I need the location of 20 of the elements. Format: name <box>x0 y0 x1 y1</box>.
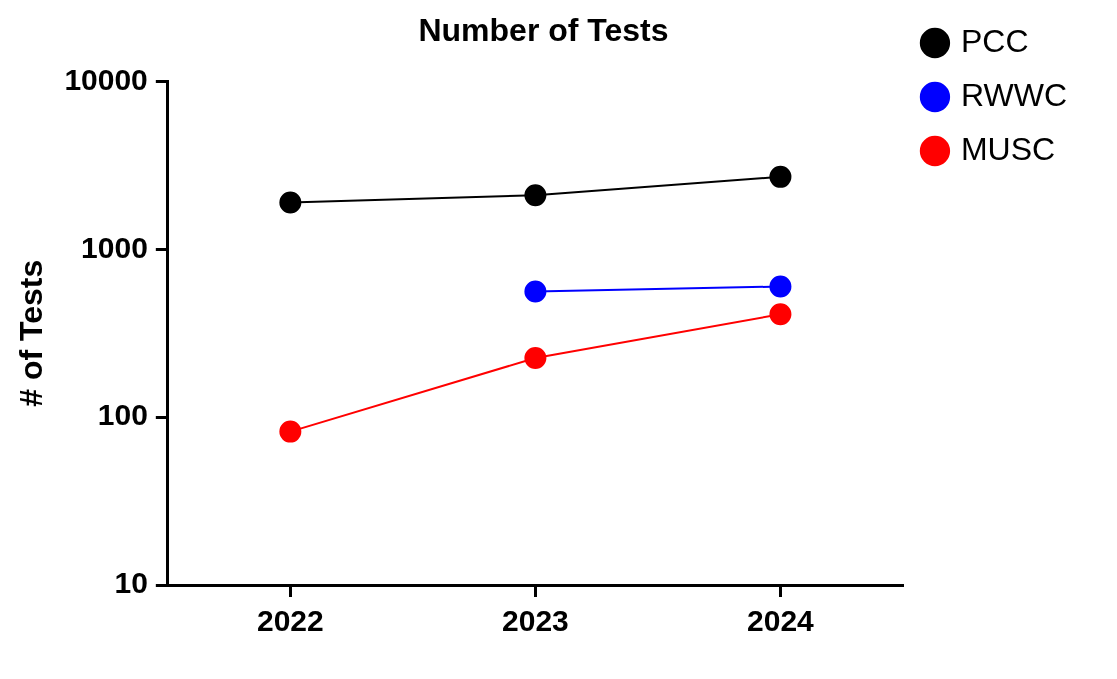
y-tick-label: 100 <box>97 398 148 432</box>
y-tick-label: 10 <box>114 566 148 600</box>
x-tick-label: 2023 <box>502 604 569 638</box>
point <box>279 191 302 214</box>
point <box>524 280 547 303</box>
y-tick-label: 10000 <box>64 62 148 96</box>
point <box>524 184 547 207</box>
x-tick-label: 2024 <box>747 604 815 638</box>
point <box>769 275 792 298</box>
legend-label: RWWC <box>960 76 1067 113</box>
chart-title: Number of Tests <box>418 12 669 49</box>
point <box>769 165 792 188</box>
point <box>769 303 792 326</box>
legend-label: MUSC <box>960 130 1056 167</box>
x-tick-label: 2022 <box>256 604 324 638</box>
point <box>279 420 302 443</box>
legend-label: PCC <box>960 22 1029 59</box>
point <box>524 347 547 370</box>
y-tick-label: 1000 <box>81 230 148 264</box>
y-axis-title: # of Tests <box>13 259 50 407</box>
